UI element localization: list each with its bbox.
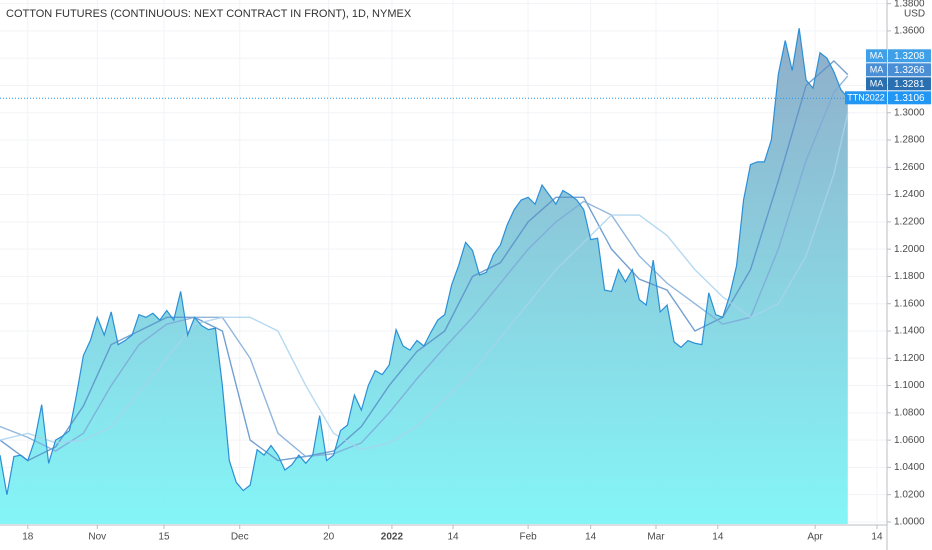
series-name: MA — [870, 51, 884, 61]
y-tick-label: 1.2000 — [894, 244, 925, 255]
x-tick-label: Mar — [647, 532, 665, 543]
y-tick-label: 1.3800 — [894, 0, 925, 9]
y-tick-label: 1.1000 — [894, 380, 925, 391]
y-tick-label: 1.0800 — [894, 407, 925, 418]
series-name: MA — [870, 79, 884, 89]
value-tag — [888, 49, 931, 63]
y-tick-label: 1.2600 — [894, 162, 925, 173]
x-tick-label: 14 — [871, 532, 883, 543]
y-tick-label: 1.0400 — [894, 462, 925, 473]
x-tick-label: 2022 — [381, 532, 404, 543]
x-tick-label: 14 — [712, 532, 724, 543]
value-label: 1.3106 — [894, 93, 925, 104]
ma-line — [0, 75, 849, 458]
name-tag — [845, 91, 887, 105]
series-name: TTN2022 — [847, 93, 885, 103]
x-tick-label: 20 — [323, 532, 335, 543]
series-name: MA — [870, 65, 884, 75]
ma-line — [0, 59, 849, 462]
y-tick-label: 1.1800 — [894, 271, 925, 282]
chart-title: COTTON FUTURES (CONTINUOUS: NEXT CONTRAC… — [6, 8, 412, 20]
y-tick-label: 1.1200 — [894, 353, 925, 364]
price-labels: TTN2022 1.3106 MA 1.3281 MA 1.3266 MA 1.3208 — [845, 49, 931, 105]
value-label: 1.3266 — [894, 65, 925, 76]
y-tick-label: 1.2200 — [894, 217, 925, 228]
x-tick-label: Feb — [520, 532, 538, 543]
value-tag — [888, 77, 931, 91]
x-tick-label: Apr — [807, 532, 823, 543]
value-tag — [888, 91, 931, 105]
axis-unit: USD — [904, 9, 925, 20]
y-tick-label: 1.1400 — [894, 326, 925, 337]
y-tick-label: 1.3000 — [894, 107, 925, 118]
y-tick-label: 1.0200 — [894, 489, 925, 500]
price-line — [0, 28, 849, 495]
area-fill — [0, 28, 848, 524]
x-tick-label: Dec — [231, 532, 249, 543]
name-tag — [866, 49, 887, 63]
y-tick-label: 1.1600 — [894, 298, 925, 309]
y-tick-label: 1.2400 — [894, 189, 925, 200]
ma-line — [0, 112, 849, 451]
y-tick-label: 1.2800 — [894, 135, 925, 146]
y-tick-label: 1.0000 — [894, 517, 925, 528]
value-label: 1.3281 — [894, 79, 925, 90]
x-tick-label: 18 — [22, 532, 34, 543]
value-tag — [888, 63, 931, 77]
y-tick-label: 1.0600 — [894, 435, 925, 446]
name-tag — [866, 63, 887, 77]
y-tick-label: 1.3600 — [894, 26, 925, 37]
x-tick-label: 14 — [585, 532, 597, 543]
x-tick-label: Nov — [88, 532, 106, 543]
x-tick-label: 15 — [158, 532, 170, 543]
x-tick-label: 14 — [448, 532, 460, 543]
plot — [0, 28, 887, 524]
name-tag — [866, 77, 887, 91]
value-label: 1.3208 — [894, 51, 925, 62]
